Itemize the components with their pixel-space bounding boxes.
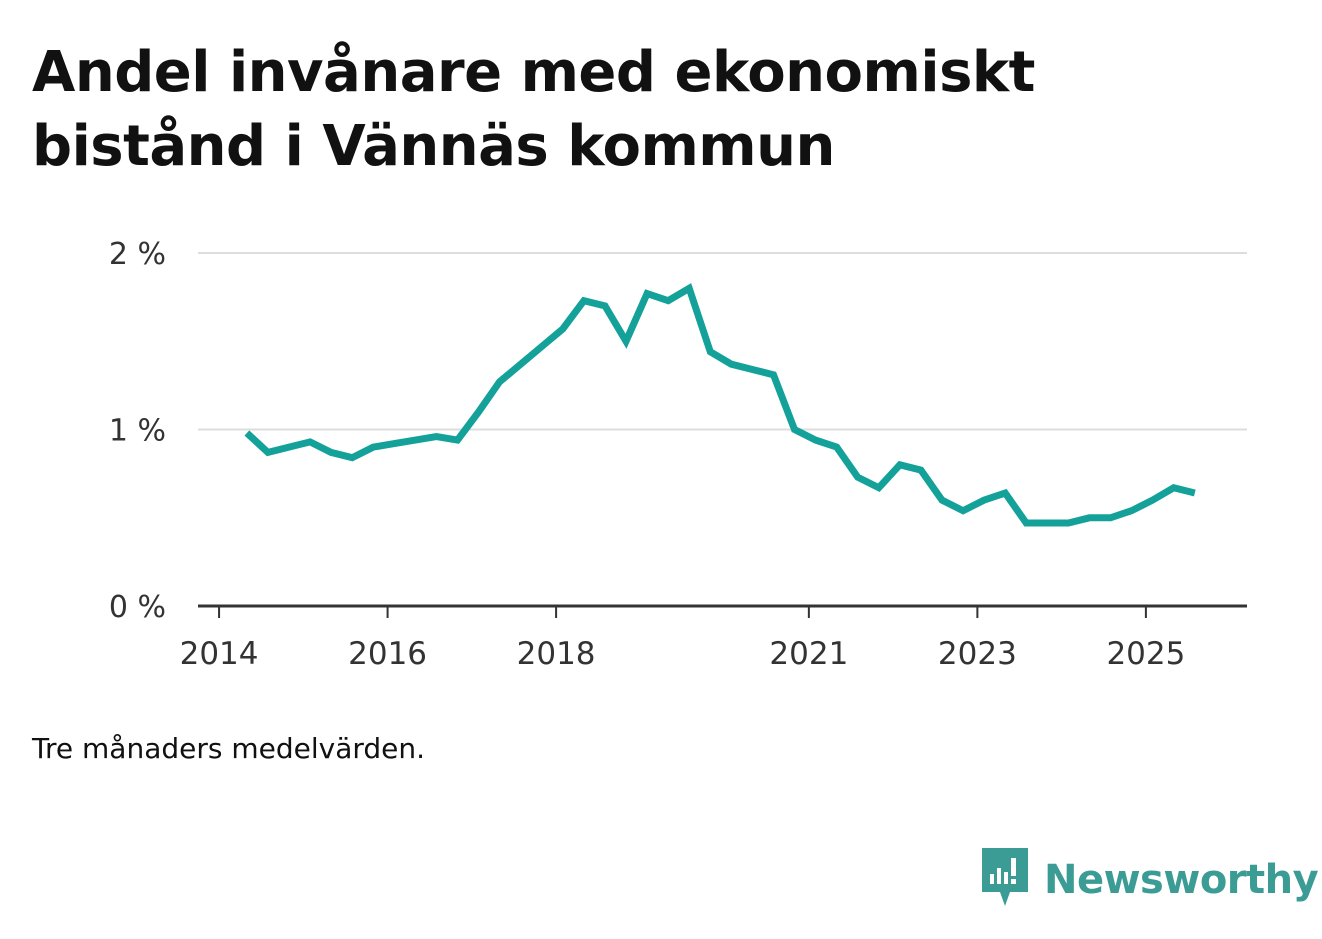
data-point bbox=[496, 378, 503, 385]
data-point bbox=[517, 361, 524, 368]
data-point bbox=[686, 285, 693, 292]
data-point bbox=[307, 438, 314, 445]
data-point bbox=[1170, 484, 1177, 491]
x-tick-label: 2021 bbox=[769, 636, 848, 672]
data-point bbox=[812, 437, 819, 444]
data-point bbox=[833, 444, 840, 451]
x-tick-label: 2016 bbox=[348, 636, 427, 672]
data-point bbox=[1065, 520, 1072, 527]
data-point bbox=[1044, 520, 1051, 527]
data-point bbox=[1128, 507, 1135, 514]
data-point bbox=[854, 474, 861, 481]
data-point bbox=[454, 437, 461, 444]
y-tick-label: 1 % bbox=[109, 414, 166, 449]
data-point bbox=[1149, 497, 1156, 504]
data-point bbox=[264, 449, 271, 456]
data-point bbox=[1107, 514, 1114, 521]
x-tick-label: 2023 bbox=[938, 636, 1017, 672]
data-point bbox=[243, 430, 250, 437]
data-point bbox=[285, 444, 292, 451]
data-point bbox=[728, 361, 735, 368]
x-tick-label: 2018 bbox=[517, 636, 596, 672]
x-axis-ticks: 2014 2016 2018 2021 2023 2025 bbox=[180, 606, 1185, 672]
chart-note: Tre månaders medelvärden. bbox=[32, 732, 426, 765]
data-point bbox=[707, 348, 714, 355]
newsworthy-logo-icon bbox=[982, 848, 1028, 906]
data-point bbox=[1086, 514, 1093, 521]
data-point bbox=[412, 437, 419, 444]
data-point bbox=[433, 433, 440, 440]
data-point bbox=[749, 366, 756, 373]
data-point bbox=[349, 454, 356, 461]
data-point bbox=[917, 467, 924, 474]
chart-title: Andel invånare med ekonomiskt bistånd i … bbox=[32, 40, 1035, 179]
series-layer bbox=[243, 283, 1198, 527]
y-tick-label: 2 % bbox=[109, 237, 166, 272]
data-point bbox=[938, 497, 945, 504]
series-line bbox=[244, 283, 1196, 527]
data-point bbox=[475, 408, 482, 415]
data-point bbox=[770, 371, 777, 378]
data-point bbox=[580, 297, 587, 304]
data-point bbox=[623, 338, 630, 345]
data-point bbox=[1023, 520, 1030, 527]
data-point bbox=[559, 325, 566, 332]
data-point bbox=[896, 461, 903, 468]
data-point bbox=[644, 290, 651, 297]
data-point bbox=[791, 426, 798, 433]
data-point bbox=[1002, 490, 1009, 497]
data-point bbox=[1191, 490, 1198, 497]
data-point bbox=[601, 302, 608, 309]
data-point bbox=[981, 497, 988, 504]
data-point bbox=[538, 343, 545, 350]
x-tick-label: 2025 bbox=[1106, 636, 1185, 672]
brand-name: Newsworthy bbox=[1044, 857, 1319, 903]
data-point bbox=[391, 440, 398, 447]
x-tick-label: 2014 bbox=[180, 636, 259, 672]
data-point bbox=[960, 507, 967, 514]
data-point bbox=[328, 449, 335, 456]
y-axis-ticks: 0 % 1 % 2 % bbox=[109, 237, 166, 625]
y-tick-label: 0 % bbox=[109, 590, 166, 625]
data-point bbox=[665, 297, 672, 304]
gridlines bbox=[198, 252, 1247, 431]
data-point bbox=[370, 444, 377, 451]
data-point bbox=[875, 484, 882, 491]
brand-logo[interactable]: Newsworthy bbox=[980, 848, 1319, 912]
